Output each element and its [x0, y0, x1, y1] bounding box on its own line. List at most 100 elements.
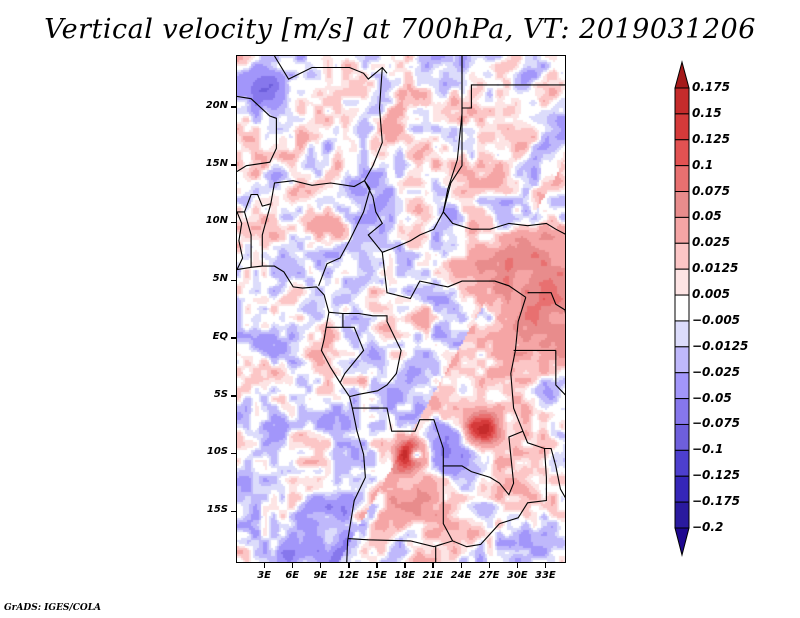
- colorbar-bin: [674, 320, 690, 348]
- x-tick-label: 24E: [450, 570, 472, 581]
- y-tick: [231, 221, 236, 224]
- colorbar-bin: [674, 294, 690, 322]
- border-line: [348, 396, 524, 496]
- colorbar-level-label: −0.005: [692, 312, 741, 327]
- colorbar-level-label: −0.05: [692, 390, 732, 405]
- colorbar-level-label: 0.025: [692, 235, 730, 250]
- border-line: [522, 430, 545, 450]
- x-tick-label: 12E: [338, 570, 359, 581]
- border-line: [442, 465, 454, 542]
- colorbar-bin: [674, 475, 690, 503]
- x-tick-label: 30E: [506, 570, 528, 581]
- border-line: [510, 297, 527, 432]
- y-tick: [231, 337, 236, 339]
- colorbar-bin: [674, 113, 690, 141]
- y-tick-label: 5N: [212, 273, 228, 285]
- border-line: [381, 252, 527, 300]
- y-tick-label: 5S: [213, 388, 228, 400]
- x-tick-label: 9E: [313, 570, 328, 581]
- border-line: [555, 350, 565, 396]
- border-line: [346, 407, 366, 562]
- x-tick-label: 33E: [535, 570, 556, 581]
- colorbar-under-arrow: [674, 527, 690, 557]
- border-line: [237, 265, 350, 397]
- colorbar-bin: [674, 268, 690, 296]
- country-borders: [237, 56, 565, 562]
- border-line: [442, 211, 565, 235]
- colorbar-bin: [674, 449, 690, 477]
- colorbar-bin: [674, 346, 690, 374]
- colorbar: [674, 60, 690, 557]
- border-line: [328, 311, 402, 398]
- y-tick-label: 20N: [205, 99, 228, 111]
- y-tick: [231, 279, 236, 282]
- x-tick: [544, 563, 547, 568]
- y-tick: [231, 510, 236, 513]
- colorbar-level-label: 0.125: [692, 131, 730, 146]
- x-tick: [291, 563, 294, 568]
- x-tick: [460, 563, 462, 568]
- border-line: [326, 313, 344, 328]
- y-tick: [231, 395, 236, 397]
- colorbar-over-arrow: [674, 60, 690, 89]
- colorbar-level-label: 0.175: [692, 80, 730, 94]
- x-tick-label: 21E: [422, 570, 444, 581]
- x-tick: [516, 563, 519, 568]
- colorbar-level-label: −0.025: [692, 364, 741, 379]
- y-tick-label: 10S: [206, 446, 228, 458]
- x-tick: [432, 563, 434, 568]
- grads-credit: GrADS: IGES/COLA: [4, 603, 102, 613]
- border-line: [274, 56, 388, 80]
- y-tick: [231, 452, 236, 455]
- y-tick: [231, 106, 236, 108]
- border-line: [363, 67, 463, 253]
- colorbar-bin: [674, 165, 690, 193]
- border-line: [442, 108, 463, 213]
- x-tick-label: 3E: [257, 570, 272, 581]
- colorbar-bin: [674, 87, 690, 115]
- colorbar-bin: [674, 501, 690, 529]
- vertical-velocity-field: [237, 56, 565, 562]
- colorbar-bin: [674, 191, 690, 218]
- colorbar-level-label: −0.2: [692, 520, 724, 534]
- x-tick: [376, 563, 378, 568]
- colorbar-level-label: −0.1: [692, 442, 724, 457]
- x-tick: [348, 563, 350, 568]
- x-tick: [404, 563, 406, 568]
- border-line: [347, 523, 500, 548]
- colorbar-bin: [674, 216, 690, 244]
- y-tick-label: 10N: [205, 215, 228, 227]
- x-tick-label: 18E: [394, 570, 416, 581]
- colorbar-bin: [674, 372, 690, 400]
- border-line: [243, 211, 252, 268]
- y-tick-label: 15S: [206, 504, 228, 516]
- colorbar-level-label: 0.075: [692, 183, 730, 198]
- border-line: [499, 447, 565, 525]
- x-tick: [263, 563, 266, 568]
- colorbar-level-label: −0.125: [692, 468, 741, 483]
- y-tick-label: 15N: [205, 157, 228, 169]
- colorbar-level-label: −0.0125: [692, 338, 749, 353]
- chart-title: Vertical velocity [m/s] at 700hPa, VT: 2…: [44, 14, 756, 45]
- border-line: [237, 95, 277, 172]
- x-tick: [488, 563, 491, 568]
- border-line: [261, 203, 272, 267]
- colorbar-level-label: −0.075: [692, 416, 741, 431]
- colorbar-level-label: 0.05: [692, 209, 722, 224]
- y-tick: [231, 164, 236, 166]
- colorbar-bin: [674, 398, 690, 425]
- colorbar-bin: [674, 139, 690, 167]
- colorbar-bin: [674, 423, 690, 451]
- colorbar-level-label: 0.0125: [692, 261, 739, 276]
- colorbar-level-label: 0.1: [692, 157, 714, 172]
- x-tick: [319, 563, 322, 568]
- map-plot-area: [236, 55, 566, 563]
- colorbar-level-label: 0.005: [692, 287, 730, 302]
- y-tick-label: EQ: [212, 330, 228, 342]
- border-line: [270, 179, 371, 204]
- border-line: [237, 211, 244, 270]
- colorbar-bin: [674, 242, 690, 270]
- border-line: [461, 56, 565, 109]
- colorbar-level-label: 0.15: [692, 105, 722, 120]
- colorbar-level-label: −0.175: [692, 494, 741, 509]
